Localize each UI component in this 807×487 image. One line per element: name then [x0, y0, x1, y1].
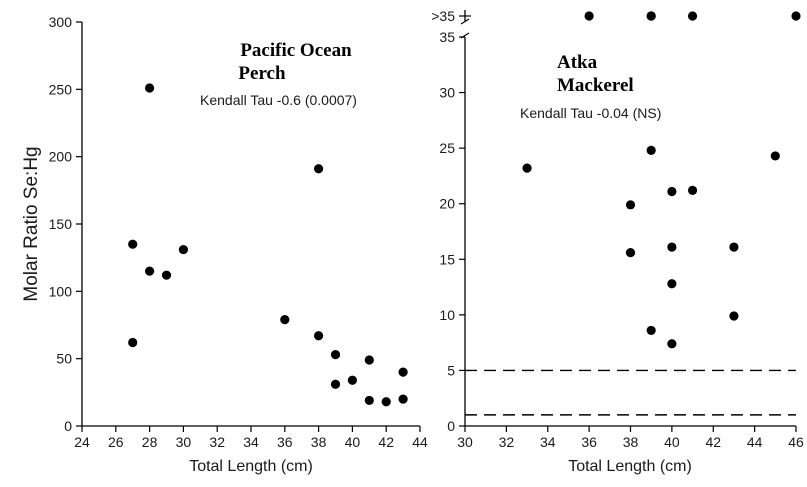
- axis-break-mark: [460, 32, 470, 39]
- data-point: [145, 266, 155, 276]
- y-axis-title: Molar Ratio Se:Hg: [21, 146, 42, 301]
- data-point: [729, 242, 739, 252]
- x-tick-label: 30: [176, 434, 192, 450]
- kendall-tau-annotation: Kendall Tau -0.6 (0.0007): [200, 92, 357, 108]
- y-tick-label: 0: [447, 418, 455, 434]
- data-point: [667, 186, 677, 197]
- x-tick-label: 40: [345, 434, 361, 450]
- x-axis-title: Total Length (cm): [568, 458, 692, 475]
- data-point: [128, 239, 138, 249]
- data-point: [625, 200, 636, 210]
- x-tick-label: 30: [457, 434, 473, 450]
- overflow-data-point: [687, 11, 698, 21]
- y-tick-label: 0: [64, 418, 72, 434]
- data-point: [398, 394, 408, 404]
- axis-ticks: 30 32 34 36 38 40 42 44 46 0 5 10 15 20 25 30 35 >35: [431, 8, 804, 450]
- x-tick-label: 36: [277, 434, 293, 450]
- y-tick-label: 25: [439, 140, 455, 156]
- y-tick-label: 10: [439, 307, 455, 323]
- x-tick-label: 34: [243, 434, 259, 450]
- x-tick-label: 28: [142, 434, 158, 450]
- data-point: [625, 248, 636, 258]
- x-tick-label: 46: [788, 434, 804, 450]
- x-tick-label: 34: [540, 434, 556, 450]
- y-tick-label: 35: [439, 29, 455, 45]
- data-point: [178, 244, 188, 255]
- panel-atka-mackerel: 30 32 34 36 38 40 42 44 46 0 5 10 15 20 25 30 35 >35 Atka…: [431, 8, 804, 475]
- data-points: [522, 11, 801, 349]
- x-tick-label: 38: [311, 434, 327, 450]
- data-point: [330, 379, 341, 389]
- kendall-tau-annotation: Kendall Tau -0.04 (NS): [520, 105, 661, 121]
- x-tick-label: 24: [74, 434, 90, 450]
- data-point: [128, 337, 138, 348]
- data-point: [770, 151, 780, 161]
- data-point: [364, 395, 374, 406]
- data-point: [646, 145, 656, 155]
- data-point: [161, 270, 172, 280]
- x-tick-label: 32: [499, 434, 515, 450]
- data-point: [646, 325, 656, 336]
- data-point: [667, 279, 677, 289]
- y-tick-label: 150: [49, 216, 73, 232]
- panel-title-line-1: Pacific Ocean: [240, 40, 352, 61]
- overflow-data-point: [646, 11, 656, 21]
- data-point: [330, 350, 341, 360]
- overflow-data-point: [584, 11, 594, 21]
- x-tick-label: 44: [412, 434, 428, 450]
- data-point: [729, 311, 739, 321]
- overflow-data-point: [791, 11, 801, 21]
- x-axis-title: Total Length (cm): [189, 458, 313, 475]
- reference-lines: [465, 369, 796, 416]
- data-point: [667, 339, 677, 349]
- x-tick-label: 42: [705, 434, 721, 450]
- panel-title-line-2: Perch: [238, 63, 286, 84]
- axis-ticks: 24 26 28 30 32 34 36 38 40 42 44 0 50 100 150 200 250 300: [49, 14, 428, 450]
- data-point: [398, 367, 408, 377]
- data-point: [522, 163, 532, 173]
- data-point: [687, 185, 698, 195]
- data-point: [347, 375, 357, 385]
- panel-title-line-2: Mackerel: [557, 75, 634, 96]
- x-tick-label: 26: [108, 434, 124, 450]
- x-tick-label: 42: [378, 434, 394, 450]
- data-point: [364, 355, 374, 365]
- data-point: [280, 315, 290, 325]
- panel-pacific-ocean-perch: 24 26 28 30 32 34 36 38 40 42 44 0 50 100 150 200 250 300…: [21, 14, 428, 475]
- y-tick-label: 300: [49, 14, 73, 30]
- x-tick-label: 38: [623, 434, 639, 450]
- overflow-tick-label: >35: [431, 8, 455, 24]
- x-tick-label: 32: [209, 434, 225, 450]
- axis-break-mark: [460, 18, 470, 25]
- x-tick-label: 40: [664, 434, 680, 450]
- x-tick-label: 44: [747, 434, 763, 450]
- y-tick-label: 100: [49, 283, 73, 299]
- x-tick-label: 36: [581, 434, 597, 450]
- data-point: [314, 331, 324, 341]
- y-tick-label: 20: [439, 196, 455, 212]
- y-tick-label: 5: [447, 362, 455, 378]
- y-tick-label: 200: [49, 149, 73, 165]
- y-tick-label: 30: [439, 85, 455, 101]
- y-tick-label: 50: [56, 351, 72, 367]
- data-point: [314, 164, 324, 174]
- data-point: [667, 242, 677, 252]
- panel-title-line-1: Atka: [557, 52, 598, 73]
- data-point: [381, 397, 391, 407]
- data-points: [128, 83, 408, 407]
- y-tick-label: 15: [439, 251, 455, 267]
- data-point: [145, 83, 155, 93]
- y-tick-label: 250: [49, 81, 73, 97]
